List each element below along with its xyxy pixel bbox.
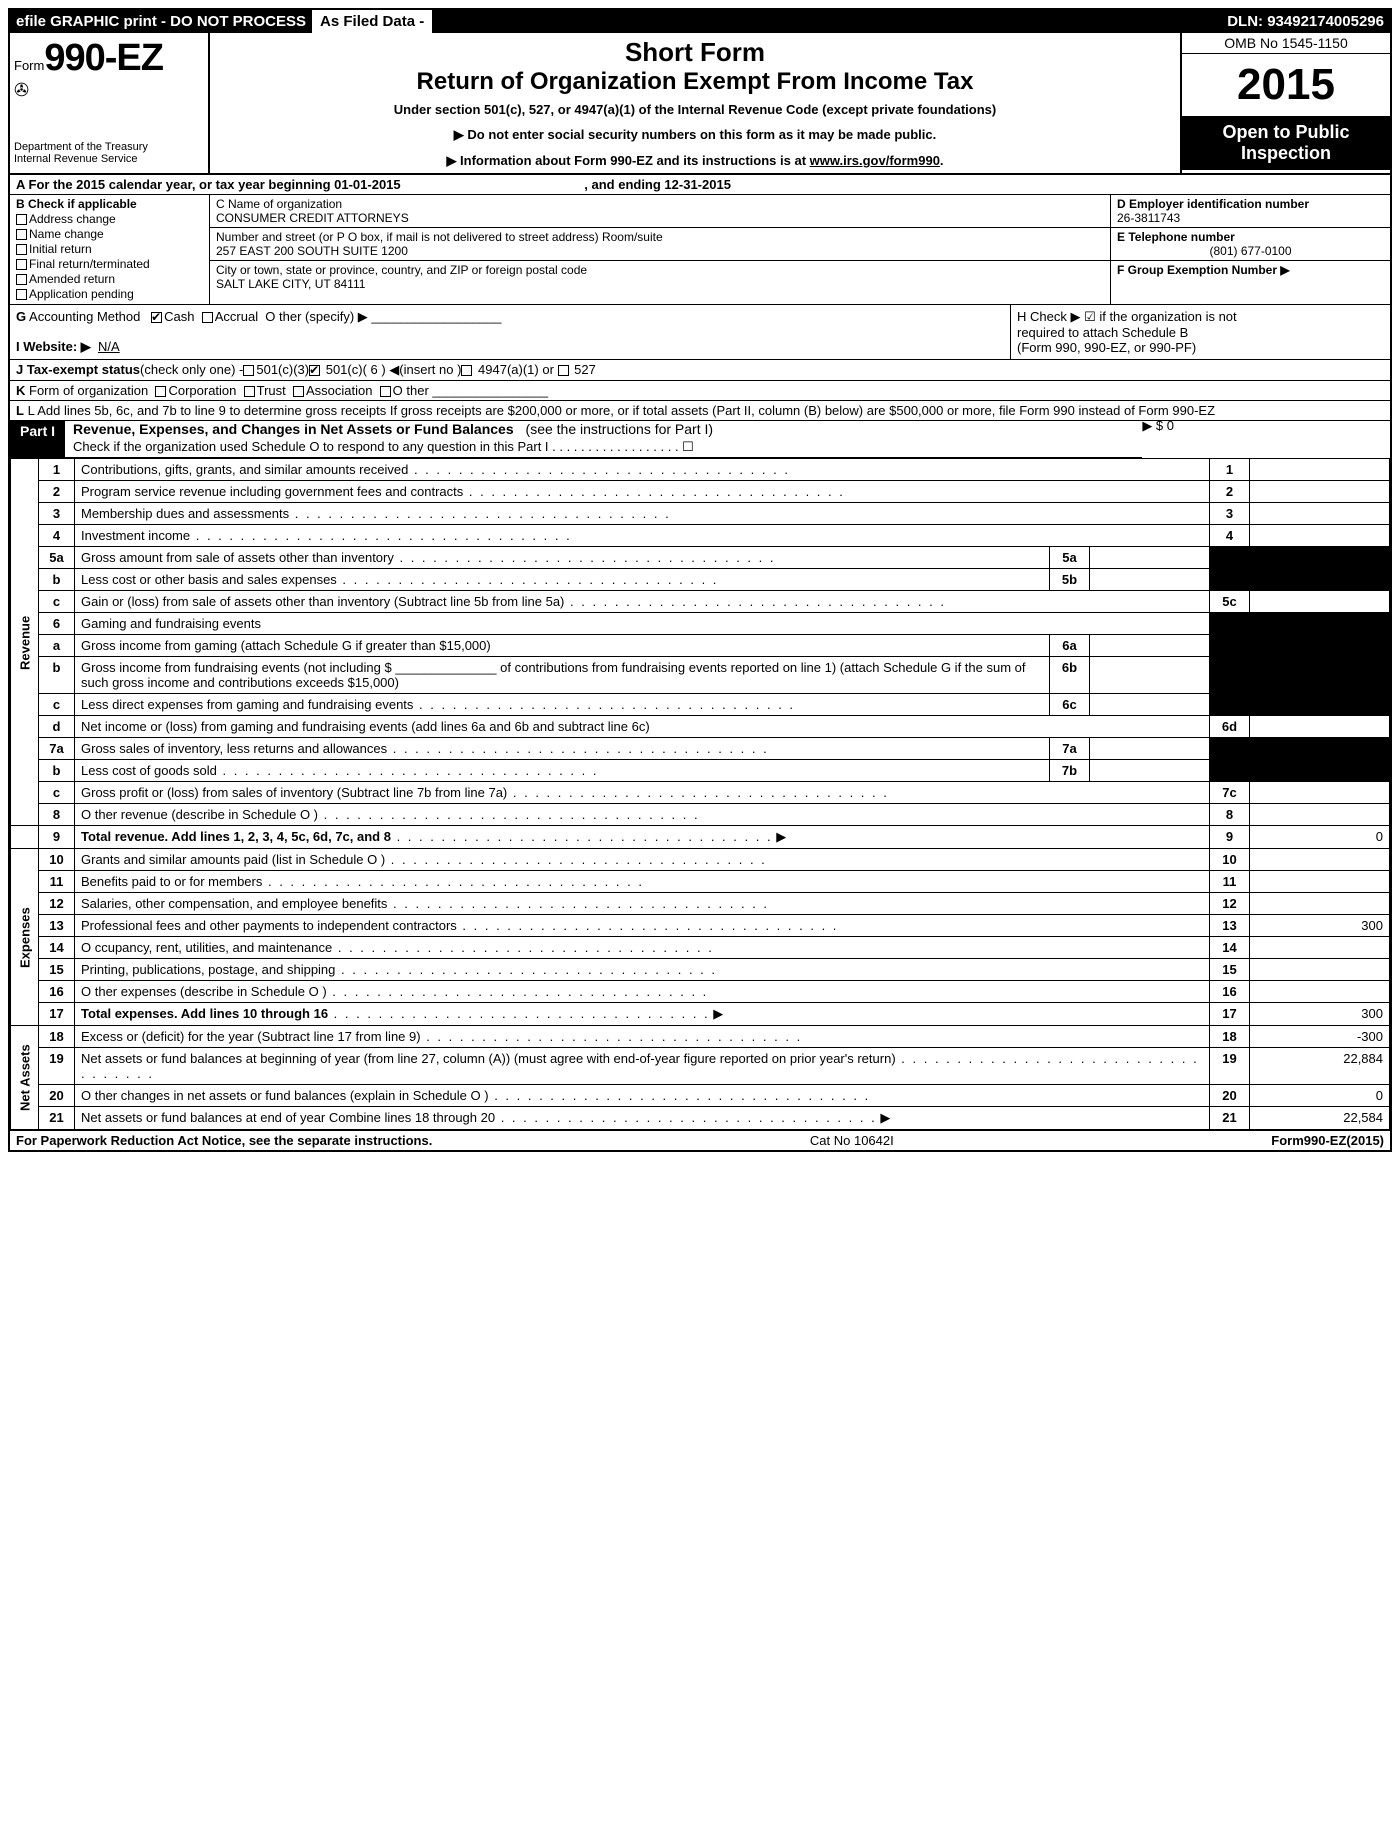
- org-name-label: C Name of organization: [216, 197, 1104, 211]
- top-bar: efile GRAPHIC print - DO NOT PROCESS As …: [10, 10, 1390, 33]
- chk-corp[interactable]: [155, 386, 166, 397]
- row-a-label: A For the 2015 calendar year, or tax yea…: [16, 177, 401, 192]
- row-gh: G Accounting Method Cash Accrual O ther …: [10, 305, 1390, 360]
- chk-501c3[interactable]: [243, 365, 254, 376]
- omb-number: OMB No 1545-1150: [1182, 33, 1390, 54]
- part1-suffix: (see the instructions for Part I): [526, 421, 714, 437]
- ein-label: D Employer identification number: [1117, 197, 1384, 211]
- header-mid: Short Form Return of Organization Exempt…: [210, 33, 1180, 173]
- org-name: CONSUMER CREDIT ATTORNEYS: [216, 211, 1104, 225]
- chk-accrual[interactable]: [202, 312, 213, 323]
- col-d: D Employer identification number 26-3811…: [1110, 195, 1390, 304]
- city: SALT LAKE CITY, UT 84111: [216, 277, 1104, 291]
- under-section: Under section 501(c), 527, or 4947(a)(1)…: [218, 102, 1172, 117]
- header-right: OMB No 1545-1150 2015 Open to Public Ins…: [1180, 33, 1390, 173]
- row-l: L L Add lines 5b, 6c, and 7b to line 9 t…: [10, 401, 1390, 421]
- section-bcd: B Check if applicable Address change Nam…: [10, 195, 1390, 305]
- header-row: Form990-EZ ✇ Department of the Treasury …: [10, 33, 1390, 175]
- row-k: K Form of organization Corporation Trust…: [10, 381, 1390, 401]
- chk-address[interactable]: [16, 214, 27, 225]
- row-a: A For the 2015 calendar year, or tax yea…: [10, 175, 1390, 195]
- info-post: .: [940, 153, 944, 168]
- dept-treasury: Department of the Treasury: [14, 141, 204, 153]
- part1-header: Part I Revenue, Expenses, and Changes in…: [10, 421, 1142, 458]
- efile-notice: efile GRAPHIC print - DO NOT PROCESS: [10, 10, 314, 33]
- chk-pending[interactable]: [16, 289, 27, 300]
- warn-ssn: ▶ Do not enter social security numbers o…: [218, 127, 1172, 143]
- chk-amended[interactable]: [16, 274, 27, 285]
- row-l-text: L Add lines 5b, 6c, and 7b to line 9 to …: [28, 403, 1215, 418]
- chk-name[interactable]: [16, 229, 27, 240]
- info-pre: ▶ Information about Form 990-EZ and its …: [446, 153, 809, 168]
- topbar-spacer: [432, 10, 1221, 33]
- row-g: G Accounting Method Cash Accrual O ther …: [10, 305, 1010, 359]
- form-number: 990-EZ: [44, 37, 163, 79]
- short-form-title: Short Form: [218, 37, 1172, 68]
- chk-assoc[interactable]: [293, 386, 304, 397]
- chk-4947[interactable]: [461, 365, 472, 376]
- row-j: J Tax-exempt status(check only one) -501…: [10, 360, 1390, 381]
- footer-mid: Cat No 10642I: [432, 1133, 1271, 1148]
- org-name-cell: C Name of organization CONSUMER CREDIT A…: [210, 195, 1110, 228]
- open-line1: Open to Public: [1186, 122, 1386, 143]
- street-cell: Number and street (or P O box, if mail i…: [210, 228, 1110, 261]
- tel: (801) 677-0100: [1117, 244, 1384, 258]
- row-h-1: H Check ▶ ☑ if the organization is not: [1017, 309, 1384, 325]
- chk-initial[interactable]: [16, 244, 27, 255]
- part1-sub: Check if the organization used Schedule …: [65, 437, 1142, 457]
- city-label: City or town, state or province, country…: [216, 263, 1104, 277]
- chk-final[interactable]: [16, 259, 27, 270]
- as-filed: As Filed Data -: [314, 10, 432, 33]
- irs-link[interactable]: www.irs.gov/form990: [810, 153, 940, 168]
- row-h: H Check ▶ ☑ if the organization is not r…: [1010, 305, 1390, 359]
- col-c: C Name of organization CONSUMER CREDIT A…: [210, 195, 1110, 304]
- open-line2: Inspection: [1186, 143, 1386, 164]
- part1-label: Part I: [10, 421, 65, 457]
- row-h-3: (Form 990, 990-EZ, or 990-PF): [1017, 340, 1384, 355]
- form-990ez-page: efile GRAPHIC print - DO NOT PROCESS As …: [8, 8, 1392, 1152]
- tel-cell: E Telephone number (801) 677-0100: [1111, 228, 1390, 261]
- dln: DLN: 93492174005296: [1221, 10, 1390, 33]
- footer: For Paperwork Reduction Act Notice, see …: [10, 1130, 1390, 1150]
- accounting-method: G Accounting Method Cash Accrual O ther …: [16, 309, 1004, 325]
- info-link-line: ▶ Information about Form 990-EZ and its …: [218, 153, 1172, 169]
- irs-label: Internal Revenue Service: [14, 153, 204, 165]
- row-a-ending: , and ending 12-31-2015: [584, 177, 731, 192]
- footer-right: Form990-EZ(2015): [1271, 1133, 1384, 1148]
- chk-trust[interactable]: [244, 386, 255, 397]
- return-title: Return of Organization Exempt From Incom…: [218, 68, 1172, 96]
- chk-other[interactable]: [380, 386, 391, 397]
- grp-label: F Group Exemption Number ▶: [1117, 263, 1384, 277]
- tel-label: E Telephone number: [1117, 230, 1384, 244]
- side-revenue: Revenue: [11, 459, 39, 826]
- side-expenses: Expenses: [11, 849, 39, 1026]
- row-h-2: required to attach Schedule B: [1017, 325, 1384, 340]
- col-b: B Check if applicable Address change Nam…: [10, 195, 210, 304]
- city-cell: City or town, state or province, country…: [210, 261, 1110, 293]
- chk-527[interactable]: [558, 365, 569, 376]
- side-netassets: Net Assets: [11, 1026, 39, 1130]
- tax-year: 2015: [1182, 54, 1390, 116]
- footer-left: For Paperwork Reduction Act Notice, see …: [16, 1133, 432, 1148]
- row-i: I Website: ▶ N/A: [16, 339, 1004, 355]
- lines-table: Revenue 1 Contributions, gifts, grants, …: [10, 458, 1390, 1130]
- chk-501c[interactable]: [309, 365, 320, 376]
- row-l-amount: ▶ $ 0: [1142, 418, 1174, 434]
- open-public: Open to Public Inspection: [1182, 116, 1390, 170]
- ein: 26-3811743: [1117, 211, 1384, 225]
- grp-cell: F Group Exemption Number ▶: [1111, 261, 1390, 279]
- ein-cell: D Employer identification number 26-3811…: [1111, 195, 1390, 228]
- form-prefix: Form: [14, 58, 44, 73]
- part1-title: Revenue, Expenses, and Changes in Net As…: [65, 419, 522, 439]
- street: 257 EAST 200 SOUTH SUITE 1200: [216, 244, 1104, 258]
- header-left: Form990-EZ ✇ Department of the Treasury …: [10, 33, 210, 173]
- col-b-title: B Check if applicable: [16, 197, 203, 211]
- street-label: Number and street (or P O box, if mail i…: [216, 230, 1104, 244]
- chk-cash[interactable]: [151, 312, 162, 323]
